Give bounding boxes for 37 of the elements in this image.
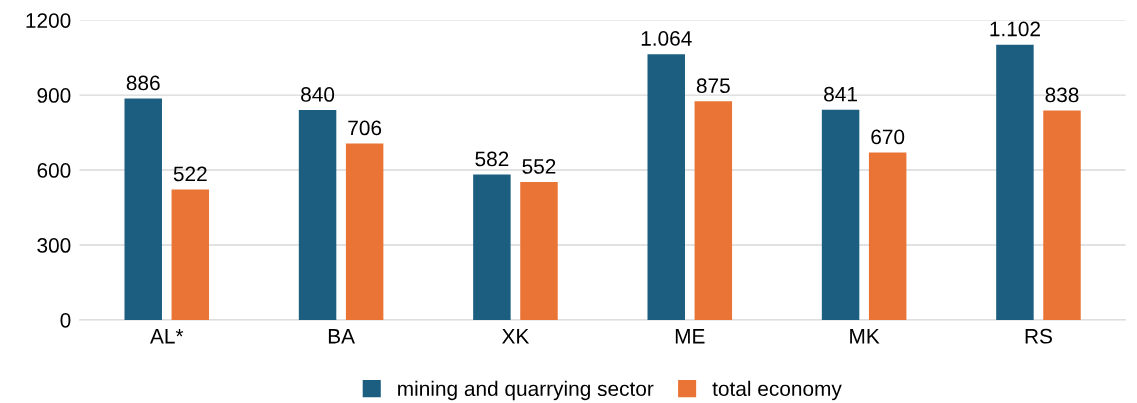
bar: [647, 54, 685, 320]
x-tick-label: ME: [675, 329, 705, 344]
bar: [520, 182, 558, 320]
data-label: 1.102: [990, 21, 1040, 37]
data-label: 886: [126, 75, 160, 91]
data-label: 552: [522, 159, 556, 174]
y-tick-label: 600: [37, 163, 71, 178]
bar: [124, 98, 162, 320]
data-label: 1.064: [641, 31, 692, 46]
x-tick-label: AL*: [150, 329, 184, 344]
y-tick-label: 300: [37, 238, 71, 253]
data-label: 582: [475, 151, 509, 167]
bar: [868, 152, 907, 320]
legend-label: total economy: [712, 380, 842, 401]
bar: [171, 189, 210, 320]
legend-label: mining and quarrying sector: [398, 380, 654, 401]
data-label: 522: [173, 166, 207, 182]
x-tick-label: RS: [1025, 328, 1052, 344]
bar: [821, 109, 860, 320]
bar: [694, 101, 733, 320]
x-tick-label: XK: [502, 329, 530, 344]
data-label: 875: [696, 78, 730, 94]
data-label: 841: [824, 86, 857, 102]
bar: [345, 143, 384, 320]
bar: [473, 174, 511, 320]
data-label: 706: [348, 120, 382, 136]
data-label: 840: [301, 87, 335, 102]
data-label: 838: [1045, 87, 1079, 103]
y-tick-label: 1200: [26, 13, 71, 28]
x-tick-label: BA: [328, 329, 355, 344]
y-tick-label: 0: [60, 312, 71, 328]
bar: [1043, 110, 1081, 320]
bar: [298, 110, 337, 320]
y-tick-label: 900: [37, 88, 71, 103]
data-label: 670: [871, 129, 905, 145]
bar: [996, 44, 1034, 320]
x-tick-label: MK: [850, 329, 880, 344]
